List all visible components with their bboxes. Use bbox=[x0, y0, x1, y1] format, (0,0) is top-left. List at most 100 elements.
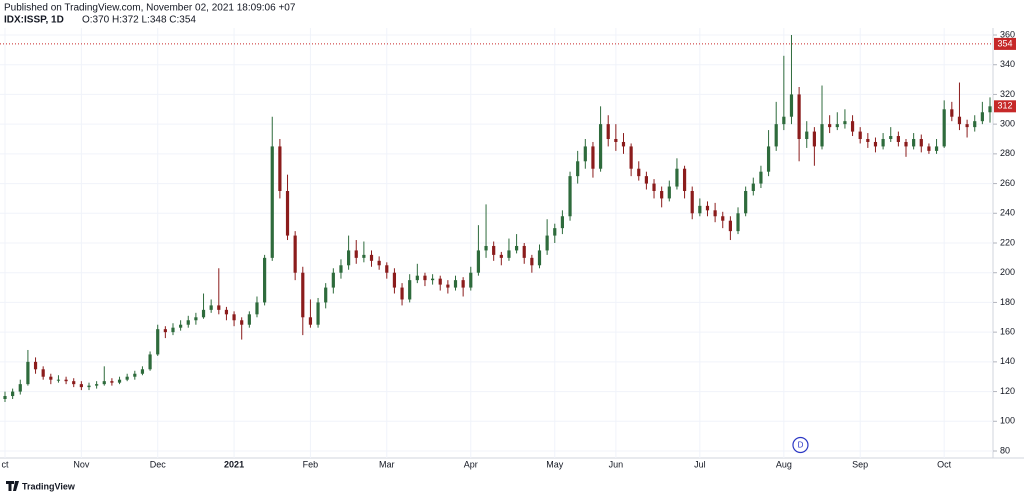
candle-body bbox=[499, 254, 503, 258]
candle-body bbox=[728, 220, 732, 232]
candle-body bbox=[186, 320, 190, 325]
candle-body bbox=[377, 260, 381, 266]
candle-body bbox=[102, 381, 106, 385]
candle-body bbox=[392, 272, 397, 288]
price-label-bg bbox=[994, 100, 1016, 113]
candle-body bbox=[385, 265, 389, 273]
x-tick-label: May bbox=[546, 459, 564, 469]
candle-body bbox=[26, 361, 30, 385]
candle-body bbox=[64, 379, 68, 382]
ohlc-readout: O:370 H:372 L:348 C:354 bbox=[82, 15, 196, 26]
candle-body bbox=[919, 139, 923, 147]
candle-body bbox=[415, 275, 419, 281]
candle-body bbox=[843, 121, 847, 125]
candle-body bbox=[934, 146, 939, 151]
x-tick-label: Feb bbox=[303, 459, 319, 469]
candle-body bbox=[408, 280, 412, 300]
candle-body bbox=[469, 272, 473, 288]
candle-body bbox=[72, 381, 76, 385]
candle-body bbox=[423, 275, 427, 281]
candle-body bbox=[568, 176, 572, 217]
x-tick-label: ct bbox=[1, 459, 9, 469]
y-tick-label: 120 bbox=[1000, 386, 1015, 396]
candle-body bbox=[881, 139, 885, 147]
candle-body bbox=[224, 309, 229, 315]
candle-body bbox=[87, 385, 91, 388]
logo: TradingView bbox=[6, 481, 76, 491]
candle-body bbox=[347, 250, 351, 266]
candle-body bbox=[354, 250, 358, 258]
candle-body bbox=[759, 171, 763, 184]
logo-text: TradingView bbox=[22, 481, 76, 491]
candle-body bbox=[278, 146, 282, 191]
candle-body bbox=[820, 124, 824, 147]
price-label: 354 bbox=[997, 38, 1012, 48]
candle-body bbox=[889, 136, 893, 139]
candle-body bbox=[232, 314, 236, 321]
x-tick-label: Jul bbox=[694, 459, 706, 469]
x-tick-label: Sep bbox=[852, 459, 868, 469]
candle-body bbox=[56, 379, 61, 381]
candle-body bbox=[270, 146, 274, 258]
y-tick-label: 140 bbox=[1000, 356, 1015, 366]
candle-body bbox=[362, 254, 366, 258]
candle-body bbox=[125, 376, 129, 380]
candle-body bbox=[828, 124, 832, 128]
candle-body bbox=[805, 131, 809, 139]
y-tick-label: 240 bbox=[1000, 208, 1015, 218]
candle-body bbox=[782, 116, 786, 125]
candle-body bbox=[652, 183, 656, 191]
candle-body bbox=[744, 191, 748, 214]
candle-body bbox=[812, 131, 816, 147]
candle-body bbox=[201, 309, 206, 318]
candle-body bbox=[484, 245, 488, 251]
candle-body bbox=[316, 302, 320, 325]
candle-body bbox=[660, 191, 664, 199]
candle-body bbox=[705, 205, 710, 211]
candle-body bbox=[644, 176, 648, 184]
candle-body bbox=[148, 354, 152, 370]
candle-body bbox=[263, 257, 267, 303]
candle-body bbox=[797, 94, 801, 139]
candle-body bbox=[576, 161, 580, 177]
candle-body bbox=[866, 139, 870, 142]
candle-body bbox=[140, 369, 145, 374]
candle-body bbox=[476, 250, 481, 273]
candle-body bbox=[156, 329, 160, 355]
candle-body bbox=[324, 287, 328, 303]
x-tick-label: 2021 bbox=[224, 459, 244, 469]
y-tick-label: 300 bbox=[1000, 119, 1015, 129]
candle-body bbox=[950, 109, 954, 117]
marker-label: D bbox=[798, 441, 804, 450]
candle-body bbox=[698, 205, 702, 214]
candle-body bbox=[117, 379, 122, 383]
candle-body bbox=[850, 121, 855, 132]
candle-body bbox=[492, 245, 496, 255]
candle-body bbox=[835, 124, 839, 128]
candle-body bbox=[957, 116, 962, 125]
candle-body bbox=[858, 131, 862, 139]
candle-body bbox=[598, 124, 603, 169]
candle-body bbox=[751, 183, 755, 191]
candle-body bbox=[293, 235, 297, 273]
candle-body bbox=[163, 329, 167, 333]
candle-body bbox=[507, 250, 511, 258]
candle-body bbox=[285, 191, 290, 236]
candle-body bbox=[973, 121, 977, 128]
candle-body bbox=[667, 186, 671, 199]
candle-body bbox=[942, 109, 946, 147]
x-tick-label: Aug bbox=[776, 459, 792, 469]
candle-body bbox=[912, 139, 916, 147]
candle-body bbox=[209, 305, 213, 310]
candle-body bbox=[194, 317, 198, 321]
candle-body bbox=[171, 327, 175, 333]
y-tick-label: 260 bbox=[1000, 178, 1015, 188]
candle-body bbox=[301, 272, 305, 318]
candle-body bbox=[11, 391, 15, 397]
y-tick-label: 360 bbox=[1000, 29, 1015, 39]
candle-body bbox=[965, 124, 969, 128]
candle-body bbox=[217, 305, 221, 310]
candle-body bbox=[629, 146, 633, 169]
symbol: IDX:ISSP, 1D bbox=[4, 15, 64, 26]
candle-body bbox=[110, 381, 114, 383]
